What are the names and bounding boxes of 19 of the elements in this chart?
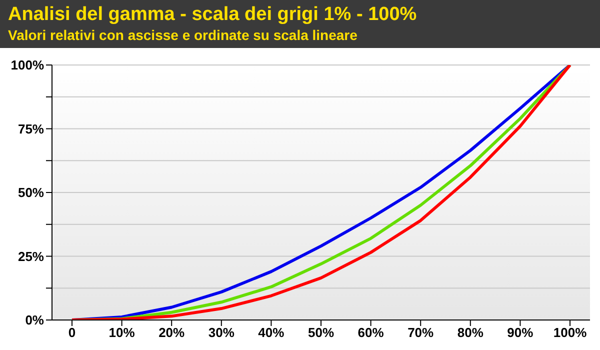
- x-tick-label: 50%: [308, 325, 334, 340]
- x-tick-label: 30%: [208, 325, 235, 340]
- x-tick-label: 10%: [108, 325, 136, 340]
- x-tick-label: 0: [68, 325, 76, 340]
- line-series: [70, 65, 572, 320]
- y-tick-label: 0%: [25, 312, 44, 328]
- x-tick-label: 40%: [258, 325, 285, 340]
- y-tick-label: 100%: [10, 58, 44, 73]
- x-tick-label: 100%: [553, 325, 588, 340]
- y-tick-label: 25%: [18, 248, 44, 264]
- chart-subtitle: Valori relativi con ascisse e ordinate su scala lineare: [8, 26, 358, 44]
- x-tick-label: 60%: [358, 325, 384, 340]
- x-tick-label: 90%: [507, 325, 534, 340]
- x-tick-label: 80%: [457, 325, 484, 340]
- y-tick-label: 75%: [18, 121, 44, 136]
- x-tick-label: 70%: [408, 325, 434, 340]
- chart-title: Analisi del gamma - scala dei grigi 1% - 100%: [8, 4, 418, 26]
- y-tick-label: 50%: [18, 185, 44, 200]
- x-tick-label: 20%: [158, 325, 186, 340]
